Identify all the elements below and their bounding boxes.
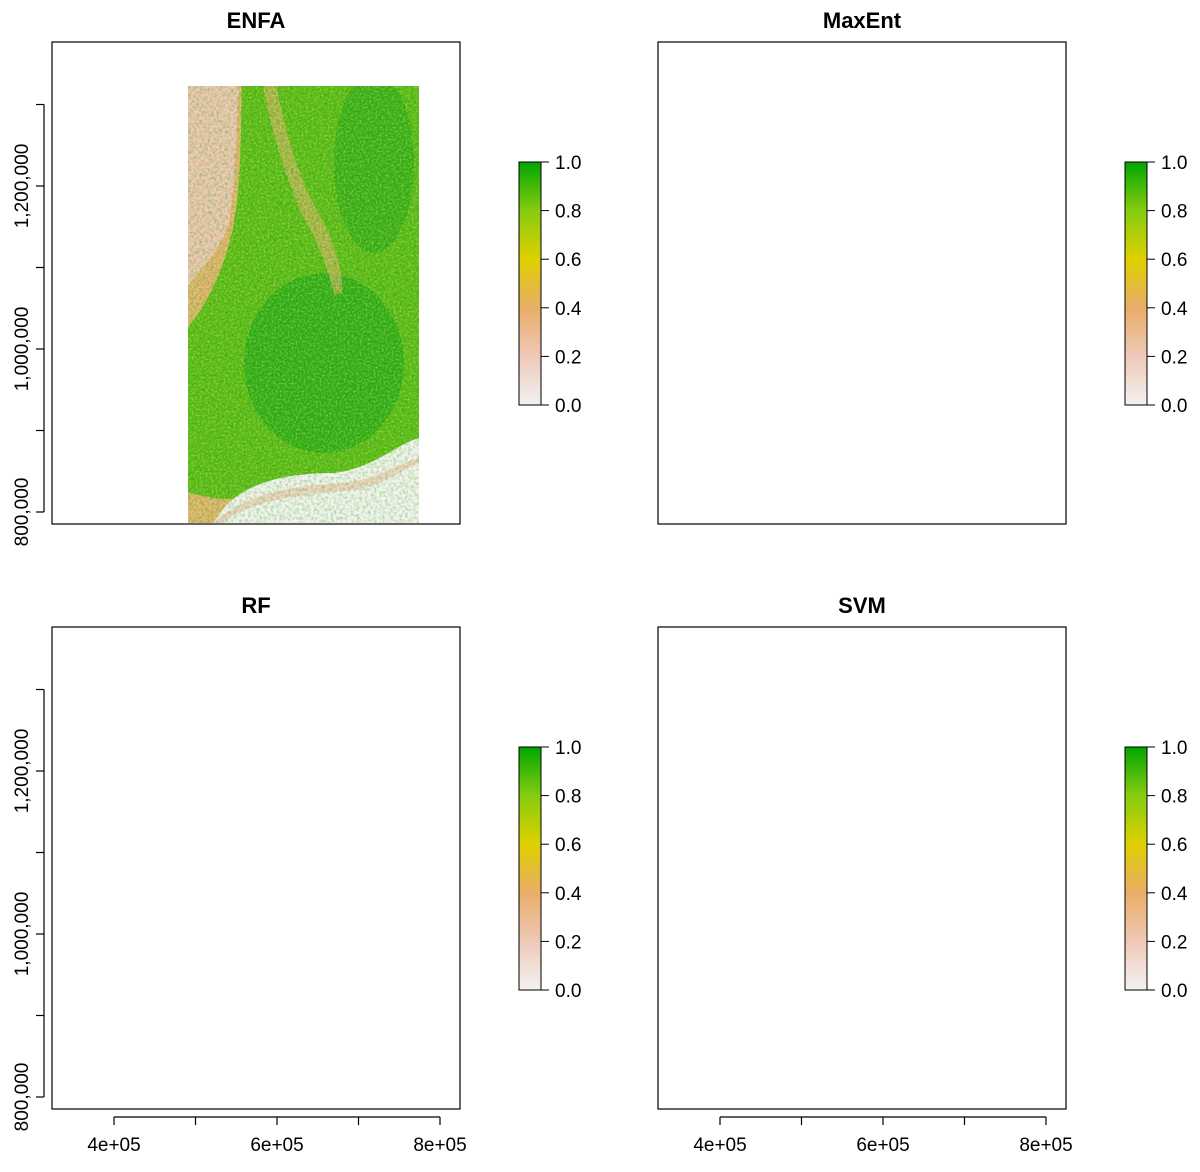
plot-frame [51, 626, 461, 1110]
legend-tick-label: 0.8 [555, 202, 581, 223]
panel-enfa: ENFA800,0001,000,0001,200,0000.00.20.40.… [12, 8, 582, 546]
plot-frame [657, 41, 1067, 525]
legend-colorbar: 0.0 0.2 0.4 0.6 0.8 1.0 [518, 738, 582, 1002]
panel-rf: RF 800,000 1,000,000 1,200,000 4e+05 6e+05 8e+… [12, 593, 582, 1156]
y-tick-label: 1,000,000 [12, 892, 33, 977]
panel-svm: SVM 4e+05 6e+05 8e+05 0.0 0.2 0.4 0.6 0.8 1.0 [657, 593, 1188, 1156]
legend-tick-label: 0.8 [1161, 787, 1187, 808]
legend-tick-label: 0.4 [555, 299, 582, 320]
x-tick-label: 8e+05 [1019, 1135, 1072, 1156]
legend-tick-label: 0.0 [1161, 981, 1187, 1002]
y-axis: 800,000 1,000,000 1,200,000 [12, 688, 45, 1132]
y-tick-label: 800,000 [12, 478, 33, 547]
x-tick-label: 6e+05 [856, 1135, 909, 1156]
plot-frame [51, 41, 461, 525]
x-tick-label: 8e+05 [413, 1135, 466, 1156]
legend-tick-label: 0.4 [555, 884, 582, 905]
y-tick-label: 1,200,000 [12, 729, 33, 814]
y-axis: 800,000 1,000,000 1,200,000 [12, 103, 45, 547]
suitability-raster [692, 43, 1025, 523]
panel-title: SVM [838, 593, 886, 618]
legend-colorbar: 0.0 0.2 0.4 0.6 0.8 1.0 [1124, 153, 1188, 417]
legend-tick-label: 0.8 [1161, 202, 1187, 223]
panel-maxent: MaxEnt 0.0 0.2 0.4 0.6 0.8 1.0 [657, 8, 1188, 525]
y-tick-label: 1,200,000 [12, 144, 33, 229]
x-axis: 4e+05 6e+05 8e+05 [693, 1116, 1073, 1156]
suitability-raster [188, 86, 419, 523]
plot-frame [657, 626, 1067, 1110]
legend-tick-label: 0.2 [555, 347, 581, 368]
legend-tick-label: 0.6 [555, 835, 581, 856]
legend-tick-label: 0.4 [1161, 884, 1188, 905]
legend-tick-label: 1.0 [1161, 153, 1187, 174]
y-tick-label: 800,000 [12, 1063, 33, 1132]
legend-tick-label: 0.2 [555, 932, 581, 953]
legend-colorbar: 0.0 0.2 0.4 0.6 0.8 1.0 [1124, 738, 1188, 1002]
legend-tick-label: 0.6 [1161, 835, 1187, 856]
legend-tick-label: 0.0 [555, 981, 581, 1002]
legend-tick-label: 1.0 [1161, 738, 1187, 759]
suitability-raster [692, 628, 1025, 1108]
legend-tick-label: 0.0 [555, 396, 581, 417]
panel-title: MaxEnt [823, 8, 902, 33]
panel-title: RF [241, 593, 270, 618]
legend-tick-label: 0.6 [1161, 250, 1187, 271]
legend-tick-label: 0.6 [555, 250, 581, 271]
legend-colorbar: 0.0 0.2 0.4 0.6 0.8 1.0 [518, 153, 582, 417]
legend-tick-label: 1.0 [555, 738, 581, 759]
legend-tick-label: 0.2 [1161, 347, 1187, 368]
x-axis: 4e+05 6e+05 8e+05 [87, 1116, 467, 1156]
legend-tick-label: 1.0 [555, 153, 581, 174]
panel-title: ENFA [227, 8, 286, 33]
legend-tick-label: 0.0 [1161, 396, 1187, 417]
legend-tick-label: 0.4 [1161, 299, 1188, 320]
x-tick-label: 6e+05 [250, 1135, 303, 1156]
y-tick-label: 1,000,000 [12, 307, 33, 392]
x-tick-label: 4e+05 [87, 1135, 140, 1156]
suitability-raster [86, 628, 419, 1108]
legend-tick-label: 0.8 [555, 787, 581, 808]
x-tick-label: 4e+05 [693, 1135, 746, 1156]
legend-tick-label: 0.2 [1161, 932, 1187, 953]
